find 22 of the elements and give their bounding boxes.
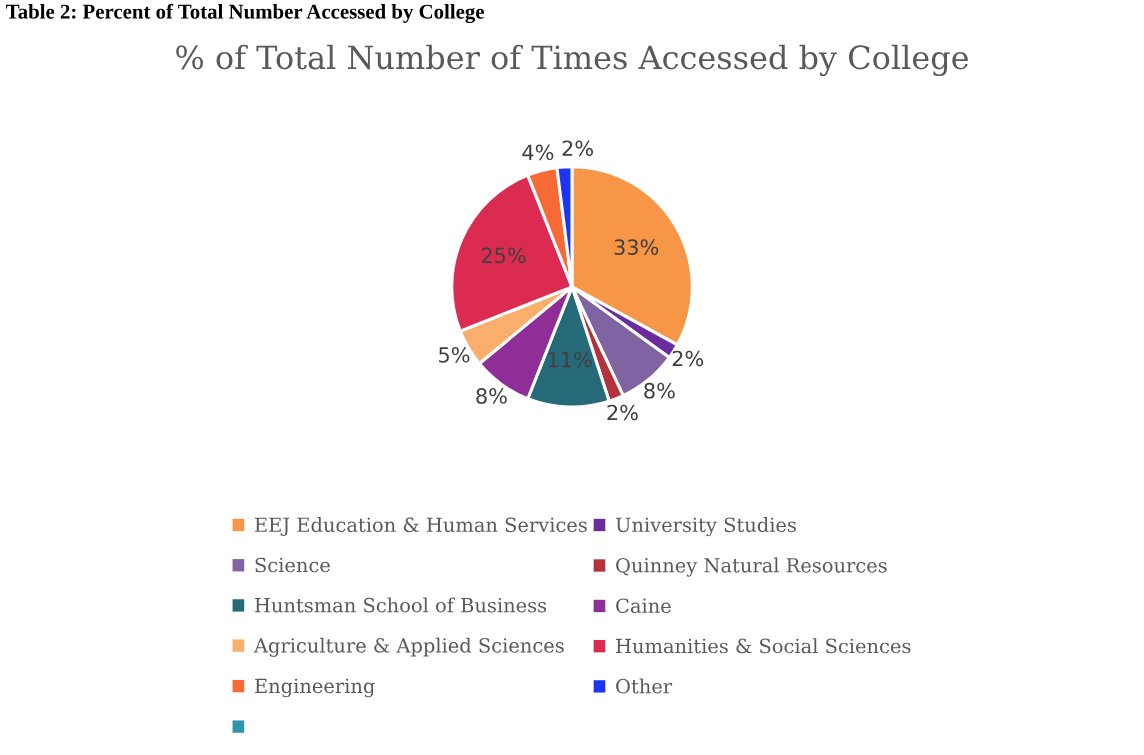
data-label: 33% [614,239,659,255]
data-label: 11% [548,351,592,368]
legend-label: University Studies [615,517,796,537]
legend-label: Other [616,678,673,694]
data-label: 8% [644,382,675,399]
chart-title: % of Total Number of Times Accessed by College [176,44,968,77]
data-label: 2% [562,140,593,157]
legend-label: EEJ Education & Human Services [255,517,587,536]
legend-label: Humanities & Social Sciences [616,638,911,654]
data-label: 25% [481,247,526,264]
legend-label: Agriculture & Applied Sciences [253,637,564,657]
legend-label: Huntsman School of Business [255,597,547,613]
data-label: 4% [522,144,554,161]
legend-label: Engineering [255,678,375,698]
caption: Table 2: Percent of Total Number Accessed by College [6,3,484,24]
data-label: 2% [672,350,704,367]
data-label: 2% [607,404,638,421]
data-label: 8% [476,388,507,404]
legend-label: Caine [616,598,671,614]
legend-label: Quinney Natural Resources [616,557,887,577]
data-label: 5% [439,346,470,363]
legend-label: Science [255,557,330,573]
